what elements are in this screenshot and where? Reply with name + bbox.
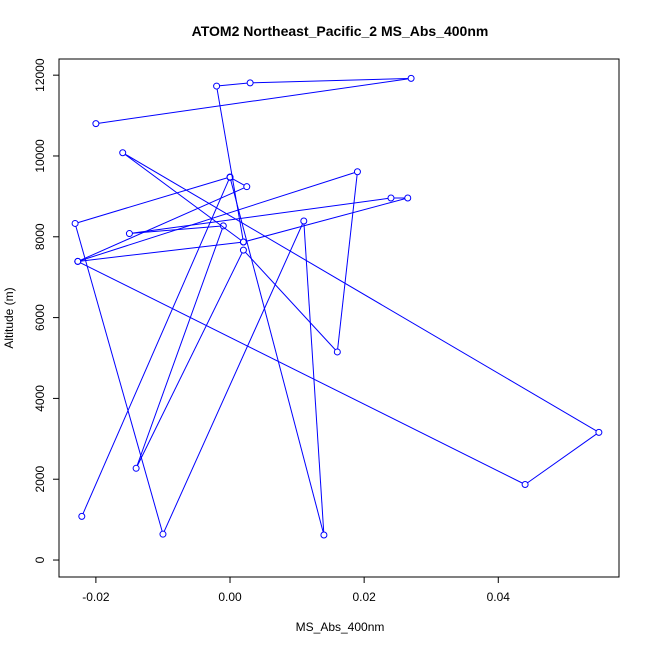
series-segment <box>253 77 409 84</box>
y-tick-label: 6000 <box>33 304 47 331</box>
series-segment <box>219 82 248 87</box>
y-tick-label: 10000 <box>33 139 47 173</box>
x-tick-label: 0.00 <box>218 590 242 604</box>
series-segment <box>80 187 245 261</box>
series-points <box>71 74 603 539</box>
series-segment <box>527 433 597 484</box>
data-point <box>243 183 251 191</box>
series-segment <box>124 154 242 241</box>
y-axis: 0 2000 4000 6000 8000 10000 12000 <box>33 58 60 563</box>
data-point <box>78 512 86 520</box>
y-tick-label: 4000 <box>33 385 47 412</box>
series-line <box>75 77 597 533</box>
data-point <box>333 348 341 356</box>
data-point <box>226 173 234 181</box>
x-tick-label: 0.04 <box>487 590 511 604</box>
series-segment <box>125 153 597 432</box>
series-segment <box>337 174 358 350</box>
series-segment <box>246 198 405 242</box>
series-segment <box>230 180 324 533</box>
series-segment <box>75 226 163 532</box>
series-segment <box>303 223 325 533</box>
data-point <box>353 168 361 176</box>
series-segment <box>137 252 243 466</box>
data-point <box>74 257 82 265</box>
series-segment <box>82 179 230 514</box>
series-segment <box>80 262 523 484</box>
x-tick-label: 0.02 <box>352 590 376 604</box>
data-point <box>219 222 227 230</box>
series-segment <box>216 88 244 240</box>
y-tick-label: 12000 <box>33 58 47 92</box>
series-segment <box>163 223 304 532</box>
data-point <box>213 82 221 90</box>
data-point <box>521 480 529 488</box>
data-point <box>595 428 603 436</box>
series-segment <box>80 172 355 261</box>
data-point <box>132 464 140 472</box>
data-point <box>239 246 247 254</box>
series-segment <box>77 177 228 224</box>
chart-title: ATOM2 Northeast_Pacific_2 MS_Abs_400nm <box>192 23 489 39</box>
data-point <box>71 219 79 227</box>
data-point <box>300 217 308 225</box>
data-point <box>407 74 415 82</box>
y-axis-label: Altitude (m) <box>2 287 16 348</box>
series-segment <box>132 197 389 234</box>
series-segment <box>132 225 221 234</box>
y-tick-label: 8000 <box>33 223 47 250</box>
y-tick-label: 0 <box>33 556 47 563</box>
data-point <box>404 194 412 202</box>
y-tick-label: 2000 <box>33 466 47 493</box>
series-segment <box>98 78 409 124</box>
data-point <box>119 149 127 157</box>
data-point <box>92 120 100 128</box>
data-point <box>246 79 254 87</box>
series-segment <box>245 251 336 351</box>
data-point <box>320 531 328 539</box>
data-point <box>125 230 133 238</box>
series-segment <box>136 228 223 466</box>
x-tick-label: -0.02 <box>82 590 110 604</box>
data-point <box>159 530 167 538</box>
data-point <box>239 238 247 246</box>
series-segment <box>232 178 245 186</box>
x-axis: -0.02 0.00 0.02 0.04 <box>82 576 511 604</box>
x-axis-label: MS_Abs_400nm <box>296 620 385 634</box>
series-segment <box>80 241 241 262</box>
data-point <box>387 194 395 202</box>
